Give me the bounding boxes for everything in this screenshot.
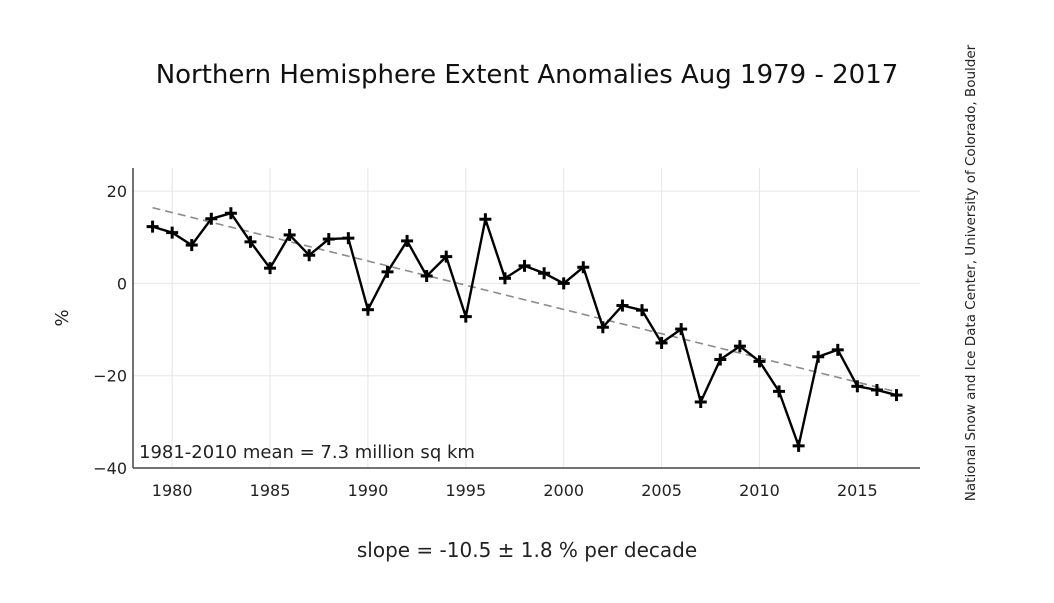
data-point-marker [283,228,296,241]
data-point-marker [557,277,570,290]
data-point-marker [792,439,805,452]
data-markers [146,207,903,452]
mean-annotation: 1981-2010 mean = 7.3 million sq km [139,442,475,463]
data-point-marker [812,350,825,363]
data-point-marker [831,343,844,356]
axes [132,168,920,469]
data-point-marker [342,232,355,245]
data-point-marker [655,336,668,349]
series-line [152,211,897,447]
x-tick-label: 1995 [445,481,486,500]
data-point-marker [636,304,649,317]
data-point-marker [694,396,707,408]
data-point-marker [616,299,629,312]
data-point-marker [401,234,414,247]
grid-lines [133,168,920,468]
y-tick-label: 20 [107,182,127,201]
data-point-marker [459,310,472,323]
data-point-marker [224,207,237,220]
data-point-marker [851,380,864,393]
slope-caption: slope = -10.5 ± 1.8 % per decade [357,538,697,562]
y-tick-label: −40 [93,459,127,478]
data-point-marker [733,340,746,353]
data-point-marker [381,265,394,278]
data-point-marker [440,250,453,263]
series-line-group [152,211,897,447]
data-point-marker [479,213,492,226]
data-point-marker [577,261,590,274]
data-point-marker [244,235,257,248]
data-point-marker [538,267,551,280]
plot-area: 1980 1985 1990 1995 2000 2005 2010 2015 20 0 −20 −… [93,168,920,500]
x-tick-labels: 1980 1985 1990 1995 2000 2005 2010 2015 [152,481,878,500]
data-point-marker [753,355,766,368]
chart-title: Northern Hemisphere Extent Anomalies Aug… [156,60,899,90]
data-point-marker [890,389,903,402]
y-tick-label: −20 [93,367,127,386]
data-point-marker [205,212,218,225]
y-tick-labels: 20 0 −20 −40 [93,182,127,478]
data-point-marker [185,239,198,252]
x-tick-label: 2010 [739,481,780,500]
data-point-marker [518,259,531,272]
trend-line [152,206,897,393]
data-point-marker [322,233,335,246]
data-point-marker [596,321,609,334]
data-point-marker [675,323,688,336]
data-point-marker [264,262,277,275]
x-tick-label: 1990 [348,481,389,500]
y-tick-label: 0 [117,274,127,293]
source-credit: National Snow and Ice Data Center, Unive… [963,44,979,501]
x-tick-label: 1980 [152,481,193,500]
data-point-marker [773,385,786,398]
x-tick-label: 1985 [250,481,291,500]
data-point-marker [714,353,727,366]
data-point-marker [361,303,374,316]
trend-line-group [152,206,897,393]
data-point-marker [166,226,179,239]
y-axis-label: % [52,309,73,326]
data-point-marker [420,270,433,282]
data-point-marker [870,384,883,396]
data-point-marker [498,272,511,285]
data-point-marker [303,249,316,262]
data-point-marker [146,220,159,233]
x-tick-label: 2005 [641,481,682,500]
x-tick-label: 2000 [543,481,584,500]
x-tick-label: 2015 [837,481,878,500]
